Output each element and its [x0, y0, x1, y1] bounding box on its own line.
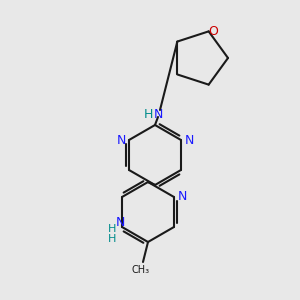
Text: H: H [108, 234, 116, 244]
Text: H: H [143, 109, 153, 122]
Text: O: O [209, 25, 219, 38]
Text: H: H [108, 224, 116, 234]
Text: N: N [153, 109, 163, 122]
Text: N: N [184, 134, 194, 146]
Text: N: N [115, 217, 125, 230]
Text: N: N [116, 134, 126, 146]
Text: CH₃: CH₃ [132, 265, 150, 275]
Text: N: N [177, 190, 187, 203]
